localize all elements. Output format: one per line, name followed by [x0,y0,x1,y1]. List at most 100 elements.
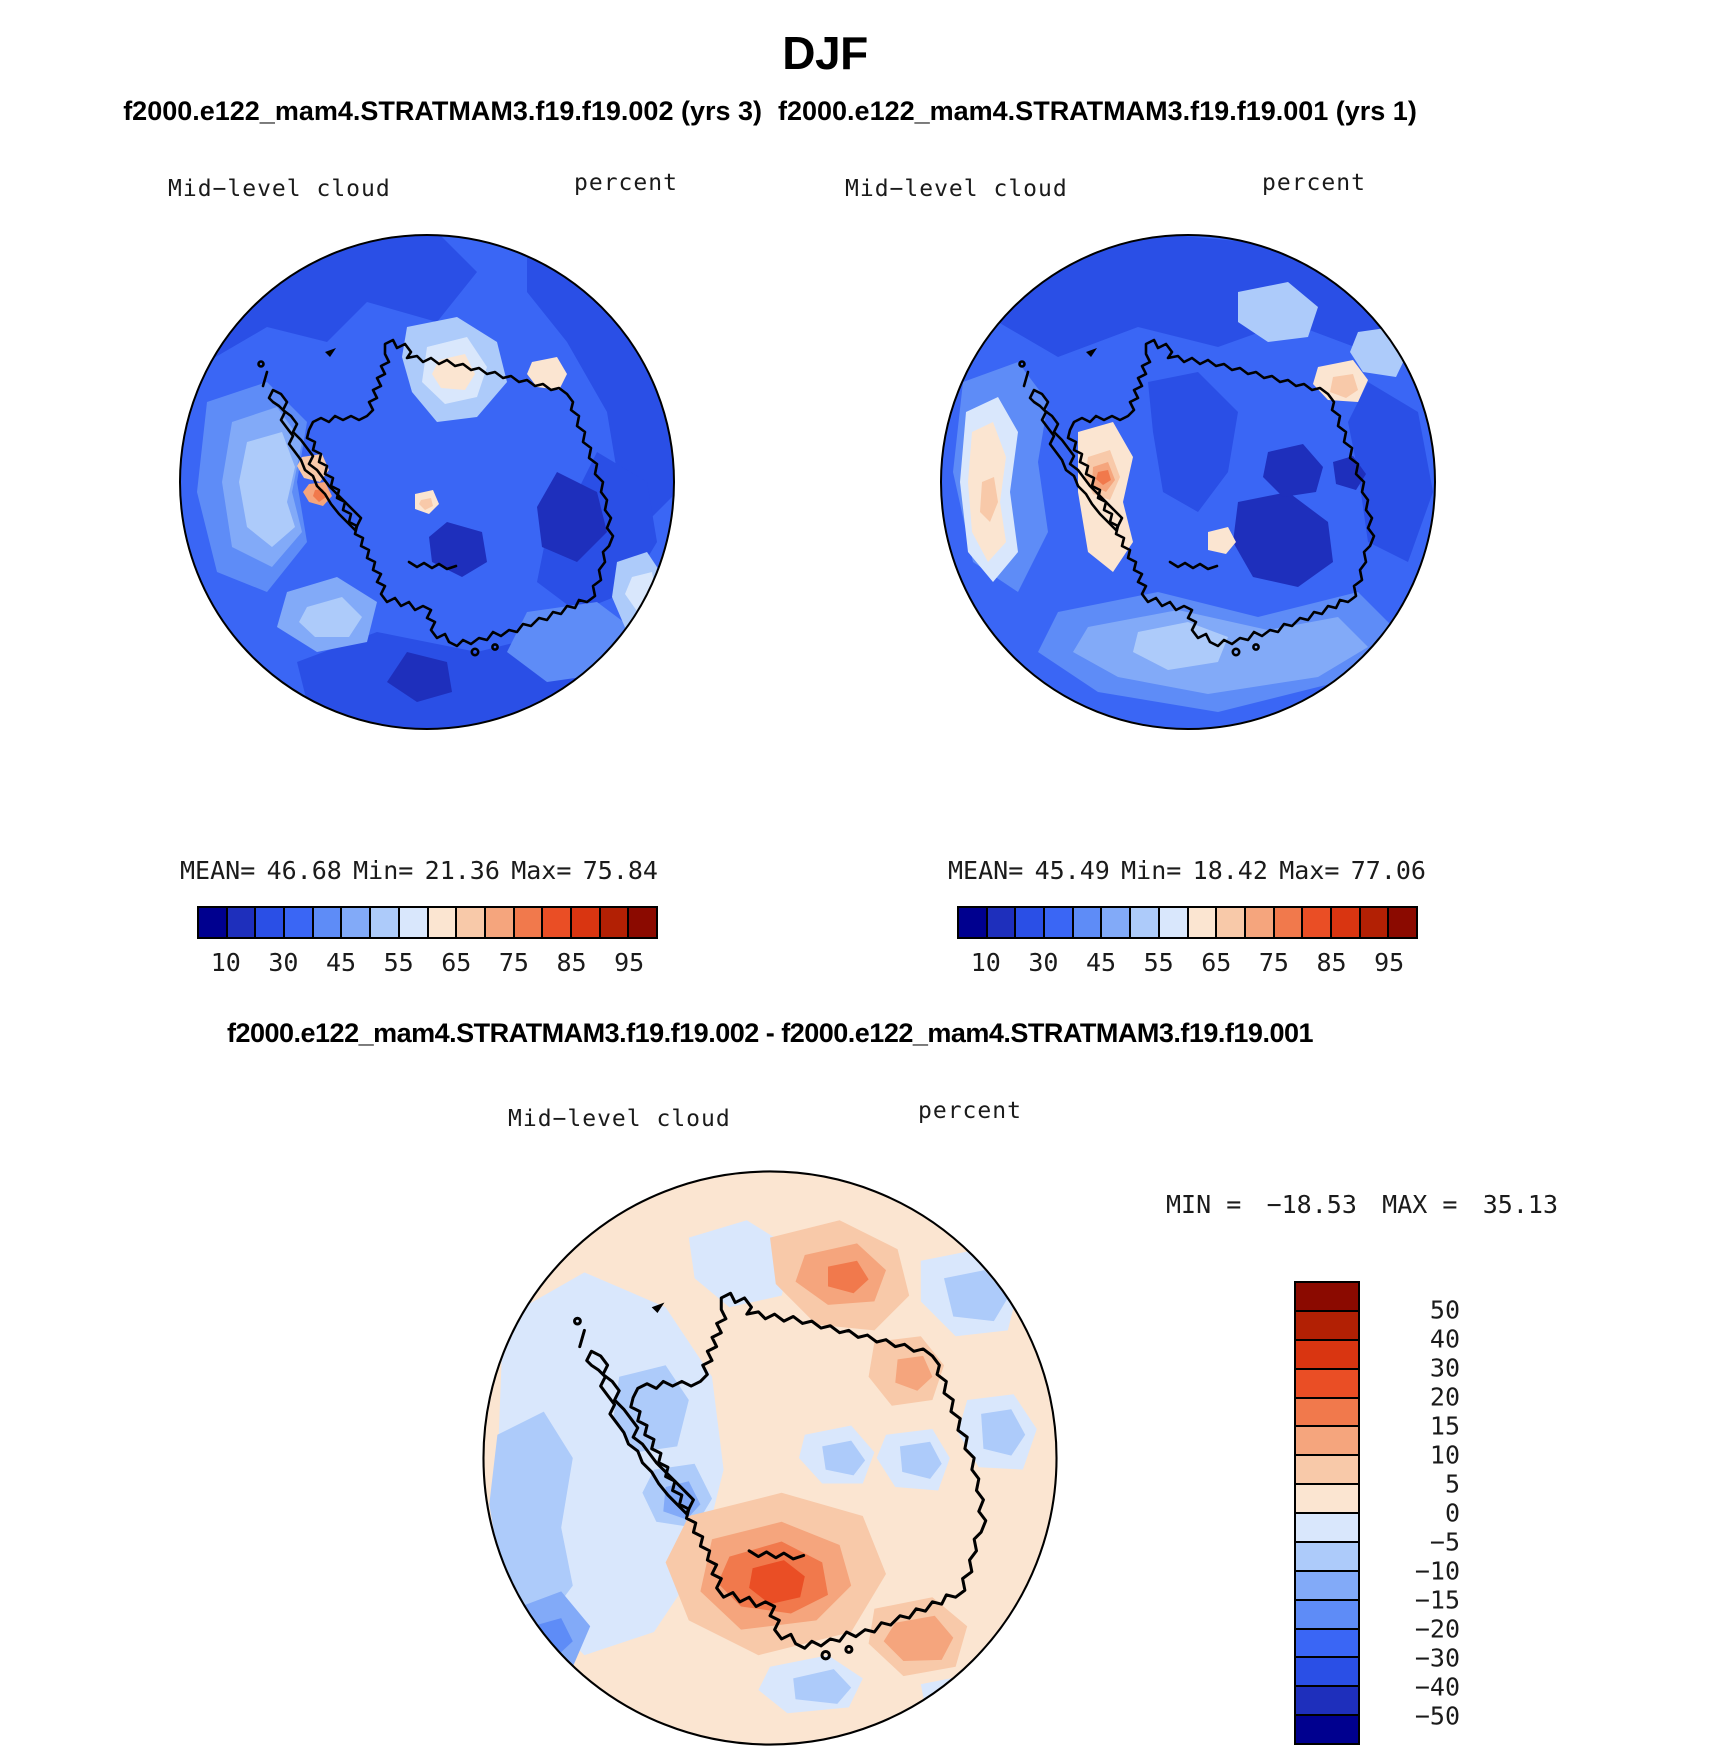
colorbar-cell [1296,1427,1358,1457]
colorbar-cell [371,908,400,937]
max-value: 75.84 [582,856,658,885]
max-value: 35.13 [1482,1190,1558,1219]
colorbar-tick-label: 10 [210,948,241,977]
colorbar-cell [1296,1716,1358,1743]
colorbar-cell [1073,908,1103,937]
colorbar-cell [1296,1600,1358,1630]
contour-fills [483,1171,1057,1745]
case2-name: f2000.e122_mam4.STRATMAM3.f19.f19.001 (y… [778,96,1417,126]
colorbar-tick-label: 75 [1258,948,1289,977]
colorbar-tick-label: −20 [1414,1614,1460,1644]
difference-colorbar: 50 40 30 20 15 10 5 0 −5 −10 −15 −20 −30 −40 −50 [1294,1281,1464,1745]
colorbar-tick-label: 55 [383,948,414,977]
case-subtitle: f2000.e122_mam4.STRATMAM3.f19.f19.002 (y… [0,96,1540,127]
diff-units-label: percent [918,1098,1022,1124]
colorbar-tick-label: 65 [441,948,472,977]
difference-colorbar-cells [1294,1281,1360,1745]
colorbar-cell [987,908,1017,937]
colorbar-cell [1245,908,1275,937]
min-value: 21.36 [424,856,500,885]
contour-fills [941,235,1435,729]
max-label: Max= [1279,856,1340,885]
colorbar-tick-label: 15 [1429,1411,1460,1441]
colorbar-cell [1296,1514,1358,1543]
colorbar-cell [1389,908,1416,937]
left-colorbar-cells [197,906,658,939]
colorbar-tick-label: −15 [1414,1585,1460,1615]
colorbar-cell [1296,1283,1358,1312]
colorbar-cell [1296,1542,1358,1572]
colorbar-cell [600,908,630,937]
mean-label: MEAN= [948,856,1024,885]
colorbar-cell [457,908,486,937]
colorbar-cell [1360,908,1390,937]
colorbar-cell [959,908,988,937]
colorbar-tick-label: 40 [1429,1324,1460,1354]
colorbar-cell [1159,908,1189,937]
right-units-label: percent [1262,170,1366,196]
colorbar-cell [571,908,601,937]
colorbar-cell [1303,908,1332,937]
colorbar-cell [1217,908,1246,937]
colorbar-cell [199,908,228,937]
colorbar-cell [1331,908,1361,937]
colorbar-cell [1296,1398,1358,1428]
colorbar-cell [629,908,656,937]
colorbar-cell [1296,1571,1358,1601]
colorbar-cell [1131,908,1160,937]
colorbar-cell [1016,908,1046,937]
colorbar-tick-label: 85 [556,948,587,977]
map-boundary-circle [179,234,675,730]
map-left-polar-plot [179,234,675,730]
colorbar-cell [1296,1687,1358,1717]
colorbar-cell [256,908,286,937]
colorbar-tick-label: 65 [1201,948,1232,977]
max-value: 77.06 [1350,856,1426,885]
right-variable-label: Mid−level cloud [845,176,1068,202]
colorbar-cell [285,908,314,937]
colorbar-cell [543,908,572,937]
colorbar-tick-label: 5 [1444,1469,1460,1499]
colorbar-cell [342,908,372,937]
colorbar-tick-label: 30 [1028,948,1059,977]
left-colorbar: 10 30 45 55 65 75 85 95 [197,906,658,986]
colorbar-cell [313,908,343,937]
map-right-polar-plot [940,234,1436,730]
right-stats-row: MEAN= 45.49 Min= 18.42 Max= 77.06 [948,856,1426,885]
left-stats-row: MEAN= 46.68 Min= 21.36 Max= 75.84 [180,856,658,885]
colorbar-tick-label: 75 [498,948,529,977]
colorbar-tick-label: 95 [1374,948,1405,977]
colorbar-cell [1296,1340,1358,1370]
mean-label: MEAN= [180,856,256,885]
colorbar-tick-label: 45 [1086,948,1117,977]
colorbar-cell [1102,908,1132,937]
difference-colorbar-ticks: 50 40 30 20 15 10 5 0 −5 −10 −15 −20 −30 −40 −50 [1374,1281,1460,1745]
colorbar-tick-label: 95 [614,948,645,977]
case1-name: f2000.e122_mam4.STRATMAM3.f19.f19.002 (y… [123,96,762,126]
colorbar-tick-label: 10 [1429,1440,1460,1470]
right-colorbar-cells [957,906,1418,939]
colorbar-tick-label: −5 [1429,1527,1460,1557]
min-label: Min= [1121,856,1182,885]
colorbar-cell [227,908,257,937]
right-colorbar: 10 30 45 55 65 75 85 95 [957,906,1418,986]
colorbar-tick-label: 85 [1316,948,1347,977]
min-value: −18.53 [1266,1190,1357,1219]
colorbar-cell [1296,1485,1358,1514]
colorbar-tick-label: 0 [1444,1498,1460,1528]
colorbar-tick-label: −10 [1414,1556,1460,1586]
diff-minmax-row: MIN = −18.53 MAX = 35.13 [1166,1190,1558,1219]
colorbar-cell [428,908,458,937]
max-label: Max= [511,856,572,885]
left-colorbar-ticks: 10 30 45 55 65 75 85 95 [197,948,658,978]
min-label: MIN = [1166,1190,1242,1219]
mean-value: 45.49 [1034,856,1110,885]
colorbar-cell [1274,908,1304,937]
map-difference-polar-plot [482,1170,1058,1746]
colorbar-tick-label: −40 [1414,1672,1460,1702]
left-units-label: percent [574,170,678,196]
colorbar-cell [1296,1658,1358,1688]
diff-variable-label: Mid−level cloud [508,1106,731,1132]
map-boundary-circle [940,234,1436,730]
